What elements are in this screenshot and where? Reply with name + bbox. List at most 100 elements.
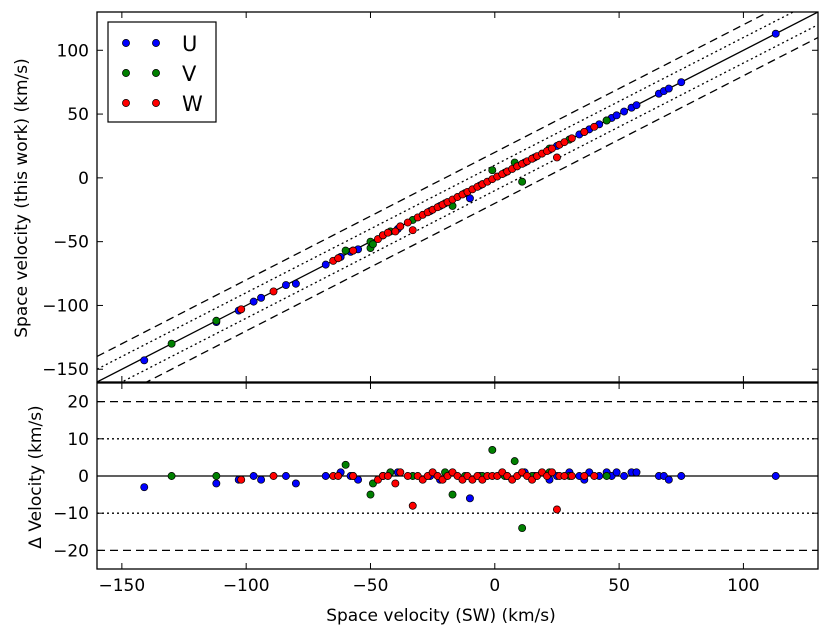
bottom-point-W-42: [560, 472, 569, 480]
top-point-W-11: [408, 226, 417, 235]
bottom-point-U-3: [249, 472, 258, 480]
top-ref-line-dashed-4: [145, 36, 818, 382]
x-tick-label: 100: [727, 576, 759, 596]
top-point-U-30: [620, 107, 629, 116]
bottom-point-U-35: [664, 475, 673, 484]
top-ref-line-dashed-3: [97, 12, 770, 358]
x-axis-label: Space velocity (SW) (km/s): [326, 606, 556, 626]
bottom-ytick-label: 0: [78, 467, 89, 487]
bottom-point-W-44: [580, 472, 589, 480]
top-panel: −150 −100 −50 0 50 100 UVW: [42, 11, 819, 383]
top-point-W-7: [383, 228, 392, 237]
bottom-point-W-0: [237, 475, 246, 484]
bottom-point-W-9: [396, 468, 405, 477]
top-plot-frame: [96, 11, 819, 383]
legend-marker-U: [152, 39, 160, 47]
bottom-ytick-label: −10: [53, 504, 89, 524]
legend-marker-W: [122, 99, 130, 107]
bottom-point-U-36: [677, 472, 686, 480]
bottom-point-W-11: [408, 501, 417, 510]
top-point-W-45: [590, 122, 599, 131]
top-point-W-3: [334, 254, 343, 263]
top-ytick-label: −50: [53, 233, 89, 253]
bottom-point-W-4: [349, 472, 358, 480]
bottom-y-axis-label: Δ Velocity (km/s): [26, 405, 46, 548]
top-point-U-37: [771, 29, 780, 38]
top-ytick-label: −100: [42, 296, 89, 316]
bottom-point-V-10: [448, 490, 457, 499]
bottom-point-V-4: [366, 490, 375, 499]
bottom-point-U-7: [321, 472, 330, 480]
top-ytick-label: 0: [78, 169, 89, 189]
top-ytick-label: 50: [67, 105, 89, 125]
bottom-point-V-15: [510, 457, 519, 466]
top-point-U-6: [291, 279, 300, 288]
top-point-W-8: [391, 227, 400, 236]
x-tick-label: 50: [608, 576, 630, 596]
bottom-point-U-4: [257, 475, 266, 484]
bottom-point-W-45: [590, 472, 599, 480]
bottom-point-W-3: [334, 472, 343, 480]
top-ytick-label: 100: [57, 41, 89, 61]
top-point-V-14: [488, 166, 497, 175]
legend-marker-V: [152, 69, 160, 77]
top-point-V-0: [167, 339, 176, 348]
bottom-point-U-29: [612, 468, 621, 477]
bottom-point-V-1: [212, 472, 221, 480]
bottom-point-W-1: [269, 472, 278, 480]
bottom-point-U-0: [140, 483, 149, 492]
top-point-V-17: [518, 177, 527, 186]
bottom-point-V-16: [518, 524, 527, 533]
top-point-W-4: [349, 246, 358, 255]
top-point-W-9: [396, 222, 405, 231]
top-point-W-44: [580, 127, 589, 136]
bottom-point-U-32: [632, 468, 641, 477]
top-point-W-40: [552, 153, 561, 162]
top-point-U-3: [249, 297, 258, 306]
bottom-point-V-2: [341, 460, 350, 469]
bottom-point-U-30: [620, 472, 629, 480]
top-point-U-0: [140, 356, 149, 365]
legend-marker-U: [122, 39, 130, 47]
legend: UVW: [107, 21, 217, 123]
bottom-point-W-40: [552, 505, 561, 514]
bottom-ytick-label: −20: [53, 541, 89, 561]
top-point-W-43: [567, 134, 576, 143]
bottom-point-V-0: [167, 472, 176, 480]
top-point-W-39: [548, 144, 556, 153]
top-point-V-21: [602, 116, 611, 125]
top-point-U-32: [632, 101, 641, 110]
bottom-point-W-10: [403, 472, 412, 480]
legend-label-W: W: [182, 92, 203, 116]
top-point-U-7: [321, 260, 330, 269]
top-ref-line-dotted-2: [120, 24, 818, 382]
bottom-point-U-37: [771, 472, 780, 480]
top-ytick-label: −150: [42, 360, 89, 380]
bottom-point-U-6: [291, 479, 300, 488]
legend-marker-W: [152, 99, 160, 107]
bottom-point-V-13: [488, 446, 497, 454]
x-tick-label: 0: [489, 576, 500, 596]
bottom-ytick-label: 10: [67, 430, 89, 450]
top-ref-line-dotted-1: [97, 12, 795, 370]
bottom-point-U-5: [282, 472, 290, 480]
top-point-V-1: [212, 316, 221, 325]
top-point-U-5: [282, 281, 290, 289]
bottom-point-U-1: [212, 479, 221, 488]
top-point-W-10: [403, 218, 412, 227]
bottom-ytick-label: 20: [67, 393, 89, 413]
top-y-axis-label: Space velocity (this work) (km/s): [12, 58, 32, 338]
x-tick-label: −150: [99, 576, 146, 596]
bottom-point-U-15: [465, 494, 474, 503]
top-point-W-0: [237, 305, 246, 314]
legend-label-V: V: [182, 62, 197, 86]
bottom-point-W-7: [383, 472, 392, 480]
x-tick-label: −100: [223, 576, 270, 596]
legend-label-U: U: [182, 32, 197, 56]
top-point-V-6: [369, 240, 377, 249]
top-point-W-1: [269, 287, 278, 296]
x-tick-label: −50: [353, 576, 389, 596]
legend-marker-V: [122, 69, 130, 77]
